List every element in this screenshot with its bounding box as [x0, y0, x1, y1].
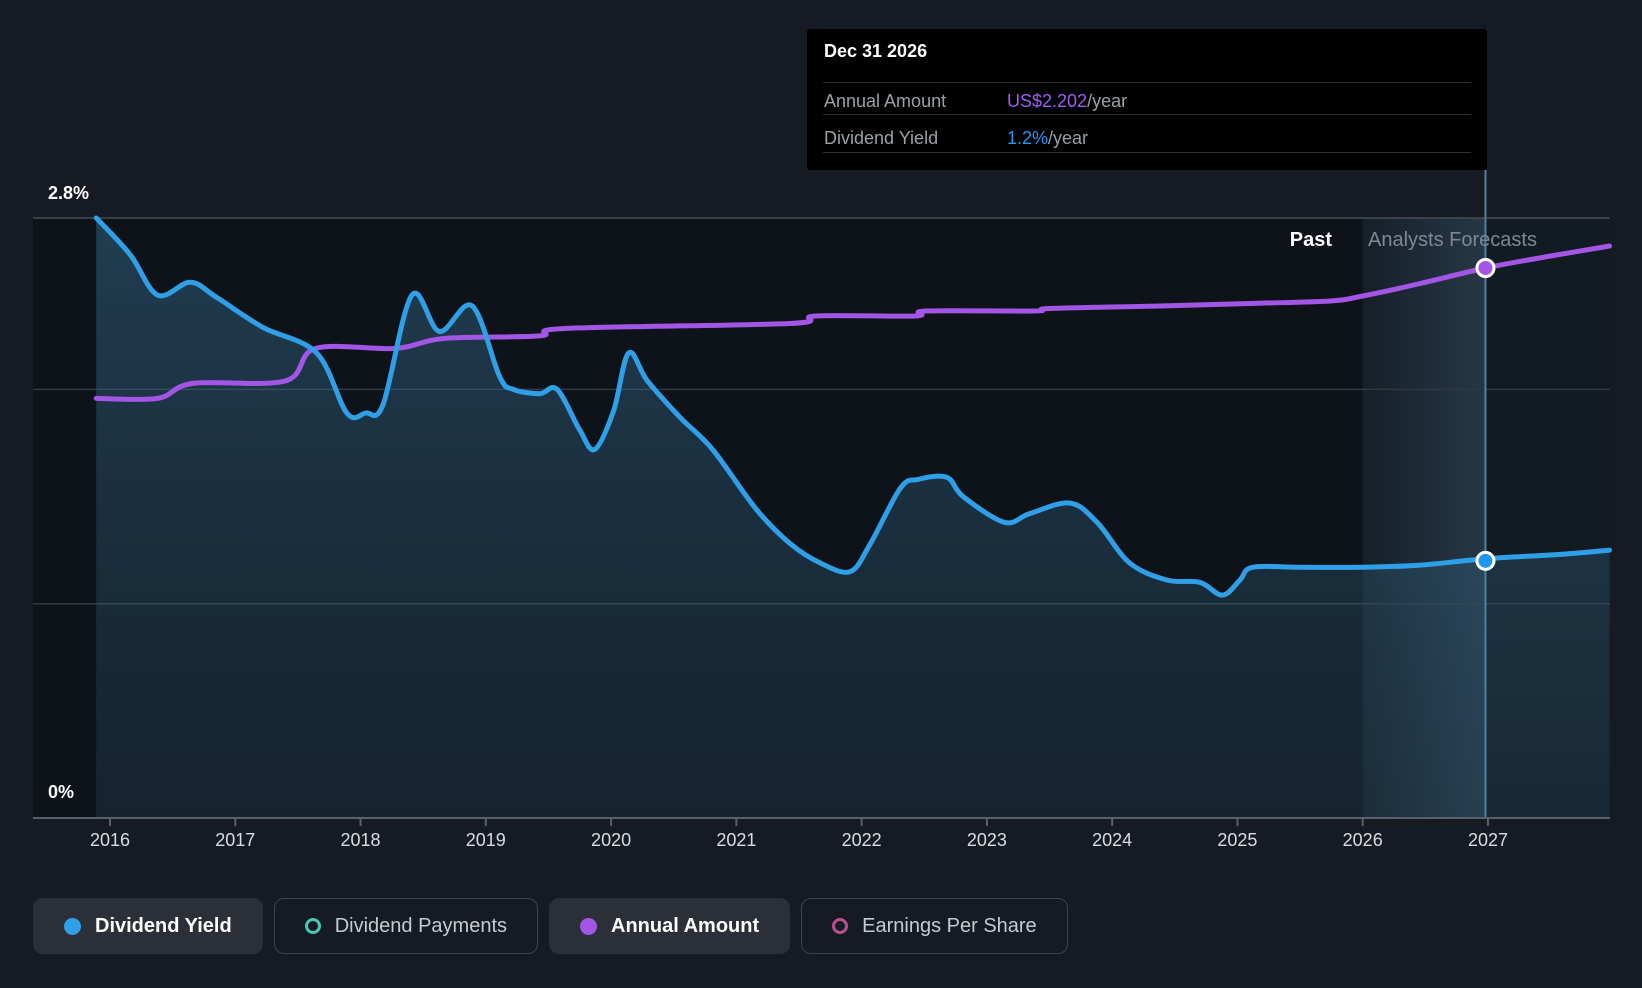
x-axis-year-label: 2019	[465, 830, 506, 850]
x-axis: 2016 2017 2018 2019 2020 2021 2022 2023 2024 2025…	[0, 830, 1642, 854]
x-axis-year-label: 2023	[966, 830, 1007, 850]
legend-label: Dividend Yield	[95, 914, 232, 937]
dividend-yield-area	[96, 217, 1610, 818]
tooltip-annual-amount-suffix: /year	[1087, 91, 1128, 111]
x-axis-year-label: 2026	[1342, 830, 1383, 850]
legend-label: Annual Amount	[611, 914, 760, 937]
legend-label: Dividend Payments	[334, 914, 508, 937]
tooltip-divider	[823, 82, 1471, 83]
hover-tooltip: Dec 31 2026 Annual Amount US$2.202/year D…	[807, 29, 1487, 170]
tooltip-divider	[823, 114, 1471, 115]
tooltip-divider	[823, 152, 1471, 153]
legend-toggle-earnings-per-share[interactable]: Earnings Per Share	[801, 898, 1068, 954]
tooltip-dividend-yield-value: 1.2%	[1007, 128, 1049, 148]
legend-filled-dot-icon	[580, 917, 598, 935]
y-axis-max-label: 2.8%	[48, 183, 90, 203]
x-axis-year-label: 2027	[1467, 830, 1508, 850]
x-axis-year-label: 2025	[1217, 830, 1258, 850]
x-axis-year-label: 2021	[716, 830, 757, 850]
legend-toggle-annual-amount[interactable]: Annual Amount	[549, 898, 791, 954]
dividend-yield-line	[93, 215, 1612, 598]
annual-amount-line	[93, 243, 1612, 402]
x-axis-year-label: 2022	[841, 830, 882, 850]
past-region-label: Past	[1289, 229, 1332, 251]
x-axis-year-label: 2017	[215, 830, 256, 850]
x-axis-year-label: 2016	[89, 830, 131, 850]
legend-ring-dot-icon	[832, 918, 849, 934]
dividend-yield-marker-dot	[1475, 550, 1496, 571]
tooltip-dividend-yield-label: Dividend Yield	[824, 128, 939, 148]
legend-toggle-dividend-payments[interactable]: Dividend Payments	[273, 898, 539, 954]
tooltip-date: Dec 31 2026	[824, 41, 928, 61]
tooltip-annual-amount-label: Annual Amount	[824, 91, 947, 111]
tooltip-row-dividend-yield: Dividend Yield 1.2%/year	[824, 125, 1471, 151]
legend-label: Earnings Per Share	[862, 914, 1037, 937]
chart-legend: Dividend Yield Dividend Payments Annual Am…	[33, 898, 1068, 954]
legend-filled-dot-icon	[64, 917, 81, 935]
annual-amount-marker-dot	[1475, 258, 1496, 279]
legend-ring-dot-icon	[304, 918, 321, 934]
y-axis-min-label: 0%	[48, 782, 75, 802]
legend-toggle-dividend-yield[interactable]: Dividend Yield	[33, 898, 263, 954]
forecast-region-label: Analysts Forecasts	[1368, 229, 1537, 251]
tooltip-annual-amount-value: US$2.202	[1007, 91, 1088, 111]
x-axis-year-label: 2020	[591, 830, 632, 850]
x-axis-year-label: 2024	[1092, 830, 1133, 850]
x-axis-year-label: 2018	[340, 830, 381, 850]
tooltip-row-annual-amount: Annual Amount US$2.202/year	[824, 88, 1471, 114]
tooltip-dividend-yield-suffix: /year	[1048, 128, 1089, 148]
